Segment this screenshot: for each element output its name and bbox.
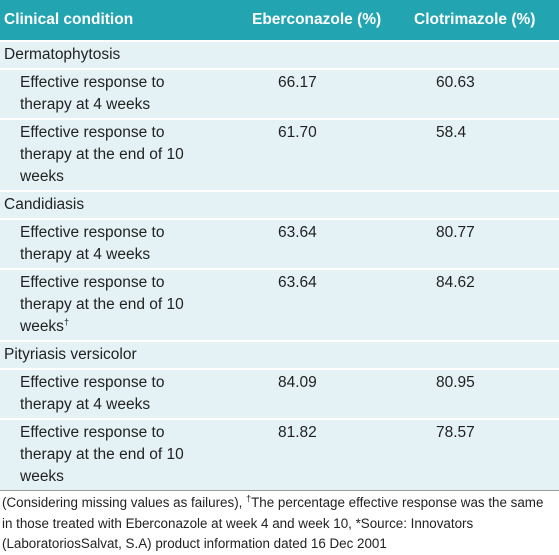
value-cell: 78.57 [408, 418, 559, 490]
row-label: Effective response to therapy at 4 weeks [20, 224, 165, 263]
value-cell: 84.09 [248, 368, 408, 419]
group-name: Pityriasis versicolor [0, 340, 559, 369]
row-label-cell: Effective response to therapy at the end… [0, 268, 248, 341]
group-name: Dermatophytosis [0, 40, 559, 69]
footnote-text: (Considering missing values as failures)… [2, 495, 247, 510]
value-cell: 81.82 [248, 418, 408, 490]
data-row: Effective response to therapy at the end… [0, 418, 559, 490]
data-table: Clinical condition Eberconazole (%) Clot… [0, 0, 559, 490]
header-row: Clinical condition Eberconazole (%) Clot… [0, 0, 559, 41]
header-cell: Clotrimazole (%) [408, 0, 559, 41]
value-cell: 58.4 [408, 118, 559, 191]
group-row: Candidiasis [0, 190, 559, 219]
data-row: Effective response to therapy at 4 weeks… [0, 368, 559, 419]
data-row: Effective response to therapy at 4 weeks… [0, 68, 559, 119]
row-label-cell: Effective response to therapy at 4 weeks [0, 68, 248, 119]
group-name: Candidiasis [0, 190, 559, 219]
value-cell: 80.95 [408, 368, 559, 419]
row-label: Effective response to therapy at 4 weeks [20, 74, 165, 113]
row-label: Effective response to therapy at the end… [20, 424, 184, 485]
value-cell: 60.63 [408, 68, 559, 119]
data-row: Effective response to therapy at the end… [0, 118, 559, 191]
value-cell: 84.62 [408, 268, 559, 341]
footnote-text: The percentage effective response was th… [2, 495, 544, 551]
data-row: Effective response to therapy at the end… [0, 268, 559, 341]
value-cell: 63.64 [248, 268, 408, 341]
value-cell: 63.64 [248, 218, 408, 269]
data-row: Effective response to therapy at 4 weeks… [0, 218, 559, 269]
row-label-cell: Effective response to therapy at the end… [0, 118, 248, 191]
row-label: Effective response to therapy at the end… [20, 124, 184, 185]
value-cell: 80.77 [408, 218, 559, 269]
value-cell: 66.17 [248, 68, 408, 119]
row-label-cell: Effective response to therapy at 4 weeks [0, 218, 248, 269]
row-label-note: † [63, 316, 69, 327]
group-row: Pityriasis versicolor [0, 340, 559, 369]
footnote-mark: † [246, 493, 252, 504]
row-label: Effective response to therapy at the end… [20, 274, 184, 335]
row-label: Effective response to therapy at 4 weeks [20, 374, 165, 413]
table-body: Dermatophytosis Effective response to the… [0, 40, 559, 490]
header-cell: Clinical condition [0, 0, 248, 41]
footnote: (Considering missing values as failures)… [0, 490, 559, 555]
row-label-cell: Effective response to therapy at the end… [0, 418, 248, 490]
value-cell: 61.70 [248, 118, 408, 191]
group-row: Dermatophytosis [0, 40, 559, 69]
header-cell: Eberconazole (%) [248, 0, 408, 41]
row-label-cell: Effective response to therapy at 4 weeks [0, 368, 248, 419]
